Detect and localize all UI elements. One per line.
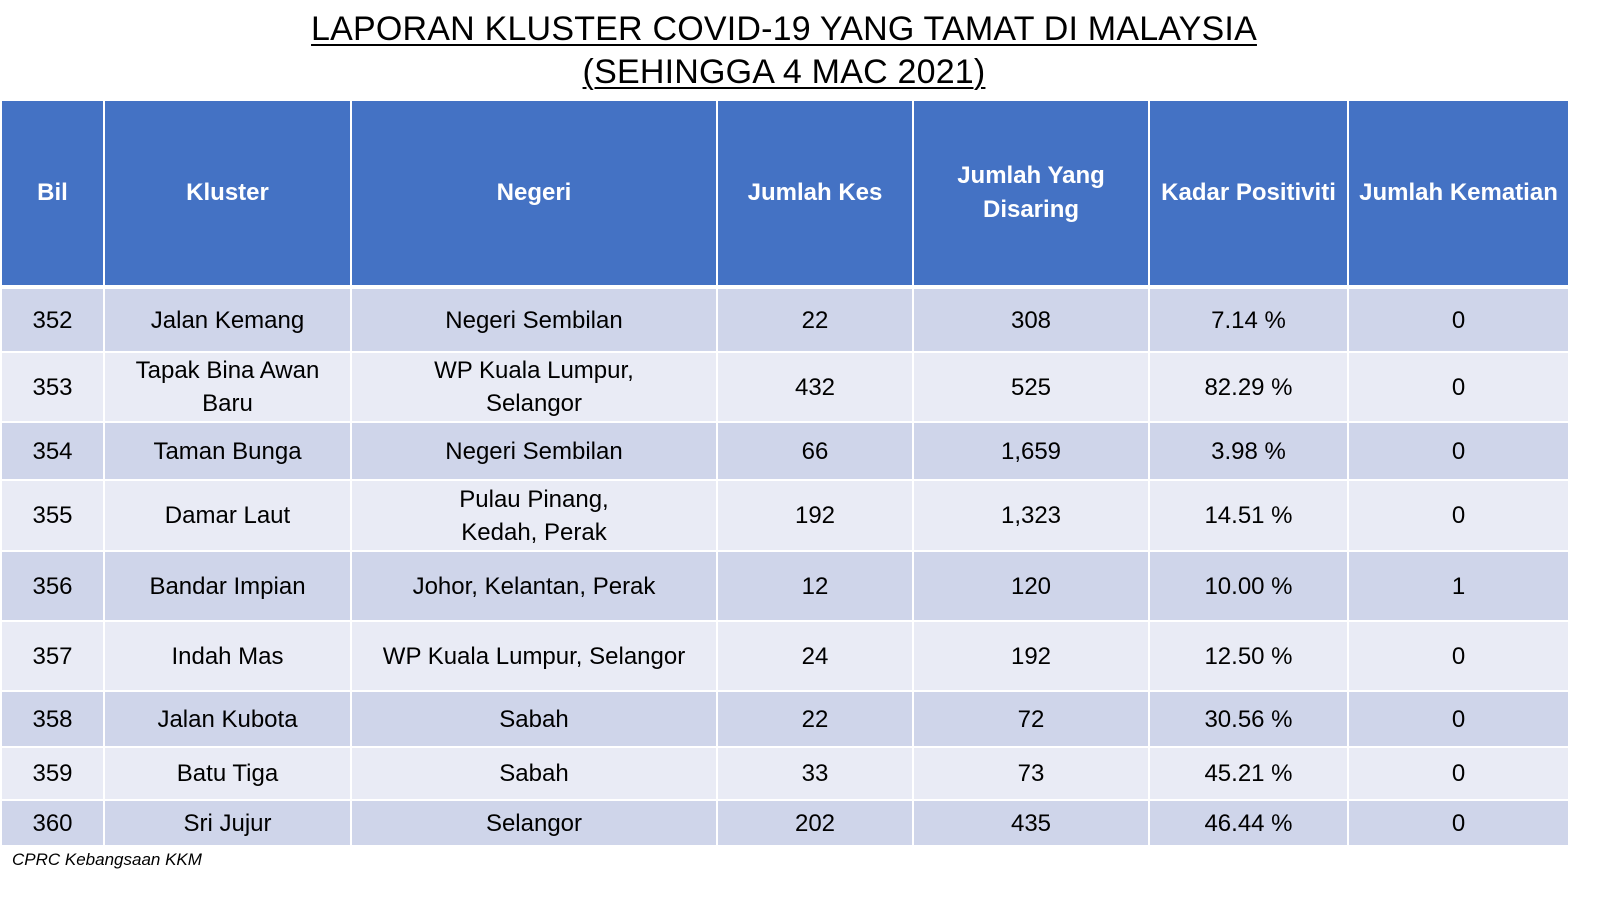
- cell-jumlah-kematian: 0: [1347, 621, 1570, 692]
- title-text-1: LAPORAN KLUSTER COVID-19 YANG TAMAT DI M…: [311, 10, 1257, 48]
- source-note: CPRC Kebangsaan KKM: [12, 850, 202, 869]
- cell-jumlah-kes: 192: [716, 480, 914, 552]
- cell-kadar-positiviti: 30.56 %: [1148, 691, 1349, 748]
- cell-kadar-positiviti: 10.00 %: [1148, 551, 1349, 622]
- cell-jumlah-disaring: 525: [912, 352, 1150, 423]
- cell-jumlah-kematian: 1: [1347, 551, 1570, 622]
- cell-bil: 352: [0, 287, 105, 353]
- cluster-table: Bil Kluster Negeri Jumlah Kes Jumlah Yan…: [0, 101, 1570, 847]
- title-text-2: (SEHINGGA 4 MAC 2021): [582, 53, 986, 91]
- cell-kluster: Batu Tiga: [103, 747, 352, 801]
- cell-kadar-positiviti: 45.21 %: [1148, 747, 1349, 801]
- cell-kluster: Tapak Bina Awan Baru: [103, 352, 352, 423]
- cell-jumlah-kes: 432: [716, 352, 914, 423]
- header-jumlah-kematian: Jumlah Kematian: [1347, 101, 1570, 289]
- table-row: 360 Sri Jujur Selangor 202 435 46.44 % 0: [0, 800, 1570, 847]
- cell-jumlah-kematian: 0: [1347, 691, 1570, 748]
- cell-jumlah-kematian: 0: [1347, 800, 1570, 847]
- table-row: 353 Tapak Bina Awan Baru WP Kuala Lumpur…: [0, 352, 1570, 423]
- header-kadar-positiviti: Kadar Positiviti: [1148, 101, 1349, 289]
- cell-bil: 358: [0, 691, 105, 748]
- cell-negeri-text: WP Kuala Lumpur, Selangor: [434, 357, 634, 417]
- cell-jumlah-kematian: 0: [1347, 422, 1570, 481]
- cell-bil: 354: [0, 422, 105, 481]
- title-line-2: (SEHINGGA 4 MAC 2021): [0, 51, 1568, 94]
- cell-negeri: Sabah: [350, 691, 718, 748]
- cell-bil: 356: [0, 551, 105, 622]
- cell-kluster: Sri Jujur: [103, 800, 352, 847]
- cell-negeri: Negeri Sembilan: [350, 422, 718, 481]
- cell-jumlah-disaring: 435: [912, 800, 1150, 847]
- cell-negeri-text: Pulau Pinang, Kedah, Perak: [459, 485, 609, 546]
- table-row: 356 Bandar Impian Johor, Kelantan, Perak…: [0, 551, 1570, 622]
- cell-negeri: WP Kuala Lumpur, Selangor: [350, 352, 718, 423]
- cell-bil: 360: [0, 800, 105, 847]
- table-row: 352 Jalan Kemang Negeri Sembilan 22 308 …: [0, 287, 1570, 353]
- cell-negeri: Johor, Kelantan, Perak: [350, 551, 718, 622]
- cell-kluster: Damar Laut: [103, 480, 352, 552]
- cell-kluster: Bandar Impian: [103, 551, 352, 622]
- cell-kadar-positiviti: 82.29 %: [1148, 352, 1349, 423]
- header-kluster: Kluster: [103, 101, 352, 289]
- cell-jumlah-kes: 24: [716, 621, 914, 692]
- cell-jumlah-kematian: 0: [1347, 287, 1570, 353]
- cell-jumlah-disaring: 308: [912, 287, 1150, 353]
- table-row: 354 Taman Bunga Negeri Sembilan 66 1,659…: [0, 422, 1570, 481]
- cell-negeri: Pulau Pinang, Kedah, Perak: [350, 480, 718, 552]
- cell-bil: 355: [0, 480, 105, 552]
- header-jumlah-kes: Jumlah Kes: [716, 101, 914, 289]
- table-header: Bil Kluster Negeri Jumlah Kes Jumlah Yan…: [0, 101, 1570, 289]
- cell-jumlah-kes: 33: [716, 747, 914, 801]
- cell-jumlah-kes: 22: [716, 287, 914, 353]
- header-bil: Bil: [0, 101, 105, 289]
- cell-kluster: Indah Mas: [103, 621, 352, 692]
- table-row: 357 Indah Mas WP Kuala Lumpur, Selangor …: [0, 621, 1570, 692]
- cell-jumlah-disaring: 72: [912, 691, 1150, 748]
- cell-kadar-positiviti: 12.50 %: [1148, 621, 1349, 692]
- cell-jumlah-disaring: 1,323: [912, 480, 1150, 552]
- cell-jumlah-disaring: 192: [912, 621, 1150, 692]
- cell-kadar-positiviti: 7.14 %: [1148, 287, 1349, 353]
- cell-kadar-positiviti: 46.44 %: [1148, 800, 1349, 847]
- header-row: Bil Kluster Negeri Jumlah Kes Jumlah Yan…: [0, 101, 1570, 289]
- cell-jumlah-disaring: 120: [912, 551, 1150, 622]
- cell-jumlah-kes: 12: [716, 551, 914, 622]
- cell-kluster: Jalan Kemang: [103, 287, 352, 353]
- title-line-1: LAPORAN KLUSTER COVID-19 YANG TAMAT DI M…: [0, 8, 1568, 51]
- cell-kluster: Taman Bunga: [103, 422, 352, 481]
- table-row: 355 Damar Laut Pulau Pinang, Kedah, Pera…: [0, 480, 1570, 552]
- table-body: 352 Jalan Kemang Negeri Sembilan 22 308 …: [0, 287, 1570, 847]
- cell-negeri: Selangor: [350, 800, 718, 847]
- cell-kluster-text: Tapak Bina Awan Baru: [135, 357, 320, 417]
- header-jumlah-disaring: Jumlah Yang Disaring: [912, 101, 1150, 289]
- cell-bil: 353: [0, 352, 105, 423]
- cell-jumlah-kes: 202: [716, 800, 914, 847]
- cell-jumlah-disaring: 73: [912, 747, 1150, 801]
- cell-negeri: WP Kuala Lumpur, Selangor: [350, 621, 718, 692]
- header-negeri: Negeri: [350, 101, 718, 289]
- cell-negeri: Negeri Sembilan: [350, 287, 718, 353]
- cell-jumlah-kematian: 0: [1347, 352, 1570, 423]
- cell-jumlah-kematian: 0: [1347, 747, 1570, 801]
- cell-negeri: Sabah: [350, 747, 718, 801]
- cell-jumlah-kes: 66: [716, 422, 914, 481]
- table-row: 359 Batu Tiga Sabah 33 73 45.21 % 0: [0, 747, 1570, 801]
- cell-kadar-positiviti: 3.98 %: [1148, 422, 1349, 481]
- report-title: LAPORAN KLUSTER COVID-19 YANG TAMAT DI M…: [0, 8, 1568, 94]
- header-jumlah-disaring-text: Jumlah Yang Disaring: [957, 162, 1105, 223]
- cell-kluster: Jalan Kubota: [103, 691, 352, 748]
- cell-kadar-positiviti: 14.51 %: [1148, 480, 1349, 552]
- cell-bil: 357: [0, 621, 105, 692]
- cell-jumlah-kematian: 0: [1347, 480, 1570, 552]
- cell-jumlah-kes: 22: [716, 691, 914, 748]
- cell-jumlah-disaring: 1,659: [912, 422, 1150, 481]
- table-row: 358 Jalan Kubota Sabah 22 72 30.56 % 0: [0, 691, 1570, 748]
- cell-bil: 359: [0, 747, 105, 801]
